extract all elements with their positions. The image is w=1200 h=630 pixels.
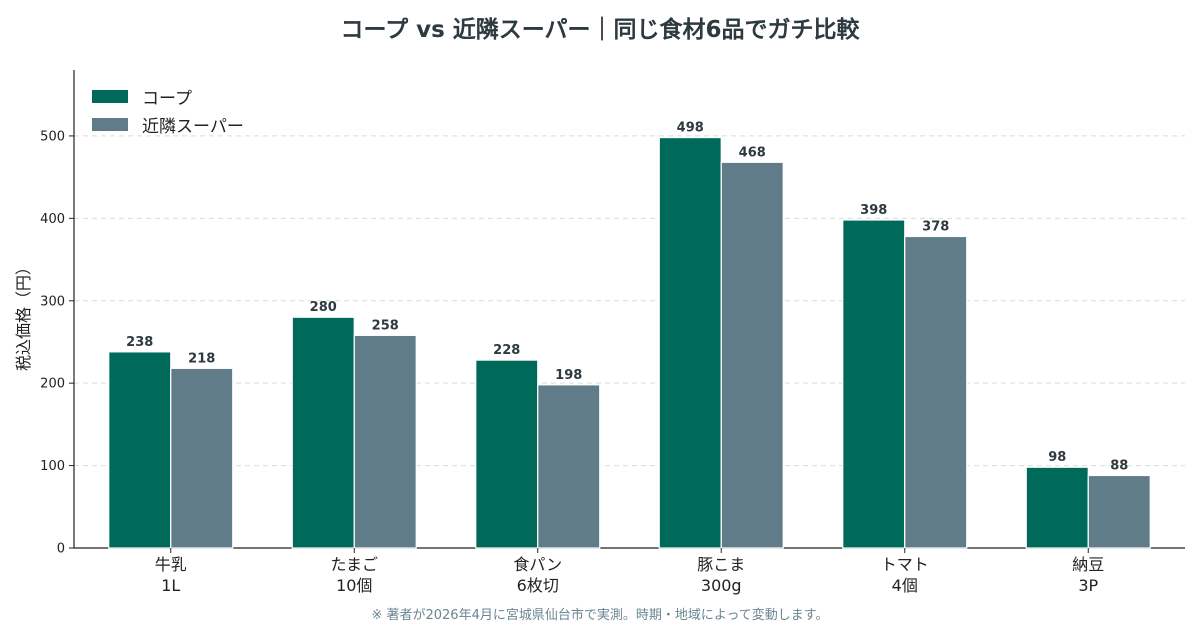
- y-tick-label: 200: [40, 377, 65, 392]
- bar-coop: [291, 316, 355, 549]
- x-tick-label-size: 6枚切: [516, 576, 559, 595]
- y-tick-label: 0: [57, 542, 65, 557]
- footnote: ※ 著者が2026年4月に宮城県仙台市で実測。時期・地域によって変動します。: [371, 608, 829, 623]
- x-tick-label: 豚こま 300g: [651, 554, 791, 596]
- legend-label-coop: コープ: [142, 88, 192, 109]
- chart-title: コープ vs 近隣スーパー｜同じ食材6品でガチ比較: [340, 17, 860, 43]
- legend-item-supermarket: 近隣スーパー: [92, 110, 244, 138]
- bar-value-label: 218: [188, 351, 215, 366]
- bar-value-label: 228: [493, 343, 520, 358]
- bar-value-label: 498: [677, 121, 704, 136]
- bar-supermarket: [720, 161, 784, 549]
- legend-swatch-supermarket: [92, 117, 128, 131]
- x-tick-label-size: 4個: [891, 576, 918, 595]
- x-tick-label-name: 牛乳: [154, 555, 187, 574]
- bar-supermarket: [904, 235, 968, 549]
- x-tick-label-name: トマト: [880, 555, 929, 574]
- x-tick-label-name: 納豆: [1072, 555, 1105, 574]
- x-tick-label-size: 1L: [161, 576, 181, 595]
- legend: コープ 近隣スーパー: [92, 82, 244, 138]
- x-tick-label-name: たまご: [330, 555, 379, 574]
- legend-label-supermarket: 近隣スーパー: [142, 116, 244, 137]
- y-tick-label: 100: [40, 459, 65, 474]
- legend-swatch-coop: [92, 89, 128, 103]
- bar-value-label: 280: [310, 300, 337, 315]
- y-tick-label: 500: [40, 129, 65, 144]
- x-tick-label-name: 豚こま: [697, 555, 746, 574]
- bar-value-label: 378: [922, 219, 949, 234]
- x-tick-label-size: 300g: [700, 576, 742, 595]
- bar-value-label: 258: [372, 318, 399, 333]
- bar-value-label: 468: [739, 145, 766, 160]
- bar-supermarket: [170, 367, 234, 549]
- bar-coop: [475, 359, 539, 549]
- y-tick-label: 300: [40, 294, 65, 309]
- legend-item-coop: コープ: [92, 82, 244, 110]
- x-tick-label: 牛乳 1L: [101, 554, 241, 596]
- bar-value-label: 88: [1110, 458, 1128, 473]
- bar-coop: [108, 351, 172, 549]
- y-tick-label: 400: [40, 212, 65, 227]
- bar-supermarket: [537, 384, 601, 549]
- bar-value-label: 198: [555, 368, 582, 383]
- x-tick-label: トマト 4個: [835, 554, 975, 596]
- bar-coop: [1025, 466, 1089, 549]
- bar-value-label: 398: [860, 203, 887, 218]
- bar-value-label: 98: [1048, 450, 1066, 465]
- x-tick-label: 食パン 6枚切: [468, 554, 608, 596]
- bar-coop: [658, 136, 722, 549]
- x-tick-label-name: 食パン: [513, 555, 563, 574]
- bar-supermarket: [1087, 474, 1151, 549]
- x-tick-label-size: 10個: [336, 576, 373, 595]
- bar-coop: [842, 219, 906, 549]
- x-tick-label-size: 3P: [1078, 576, 1099, 595]
- x-tick-label: たまご 10個: [284, 554, 424, 596]
- x-tick-label: 納豆 3P: [1018, 554, 1158, 596]
- bar-value-label: 238: [126, 335, 153, 350]
- bar-supermarket: [353, 334, 417, 549]
